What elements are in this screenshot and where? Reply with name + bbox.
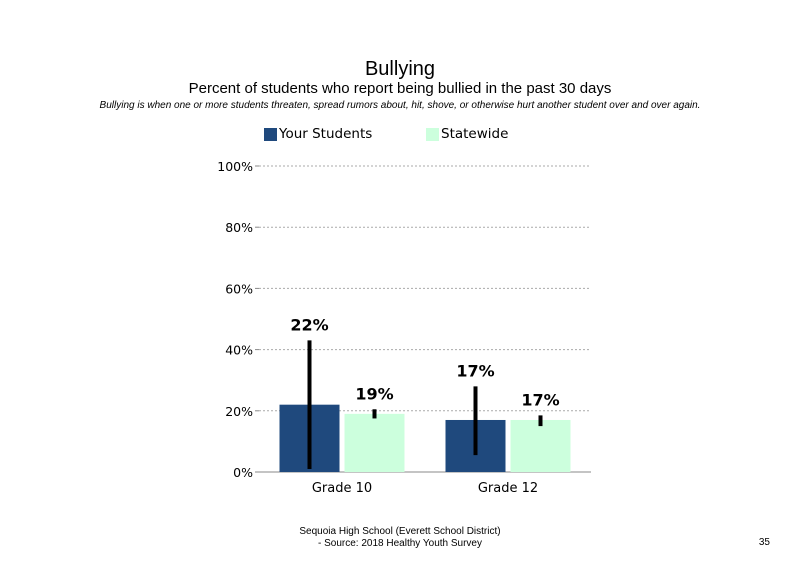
definition-note: Bullying is when one or more students th… <box>99 100 701 111</box>
footer: Sequoia High School (Everett School Dist… <box>0 526 800 550</box>
legend-label-statewide: Statewide <box>441 126 509 142</box>
bar <box>344 413 405 472</box>
legend: Your Students Statewide <box>0 126 800 146</box>
chart-subtitle: Percent of students who report being bul… <box>188 80 612 97</box>
data-label: 17% <box>456 361 494 380</box>
page-number: 35 <box>758 537 770 548</box>
footer-school: Sequoia High School (Everett School Dist… <box>299 526 501 537</box>
footer-source: - Source: 2018 Healthy Youth Survey <box>318 538 482 549</box>
legend-label-your-students: Your Students <box>279 126 373 142</box>
x-tick-label: Grade 10 <box>312 481 372 496</box>
y-tick-label: 60% <box>225 281 253 296</box>
y-tick-label: 40% <box>225 343 253 358</box>
data-label: 22% <box>290 315 328 334</box>
y-tick-label: 100% <box>217 159 253 174</box>
y-tick-label: 80% <box>225 220 253 235</box>
bar <box>510 419 571 472</box>
x-tick-label: Grade 12 <box>478 481 538 496</box>
y-tick-label: 20% <box>225 404 253 419</box>
legend-item-your-students: Your Students <box>264 126 372 142</box>
y-tick-label: 0% <box>233 465 253 480</box>
legend-swatch-statewide <box>426 127 439 141</box>
legend-swatch-your-students <box>264 127 277 141</box>
chart-title: Bullying <box>364 58 436 80</box>
legend-item-statewide: Statewide <box>426 126 508 142</box>
data-label: 17% <box>521 390 559 409</box>
data-label: 19% <box>355 384 393 403</box>
